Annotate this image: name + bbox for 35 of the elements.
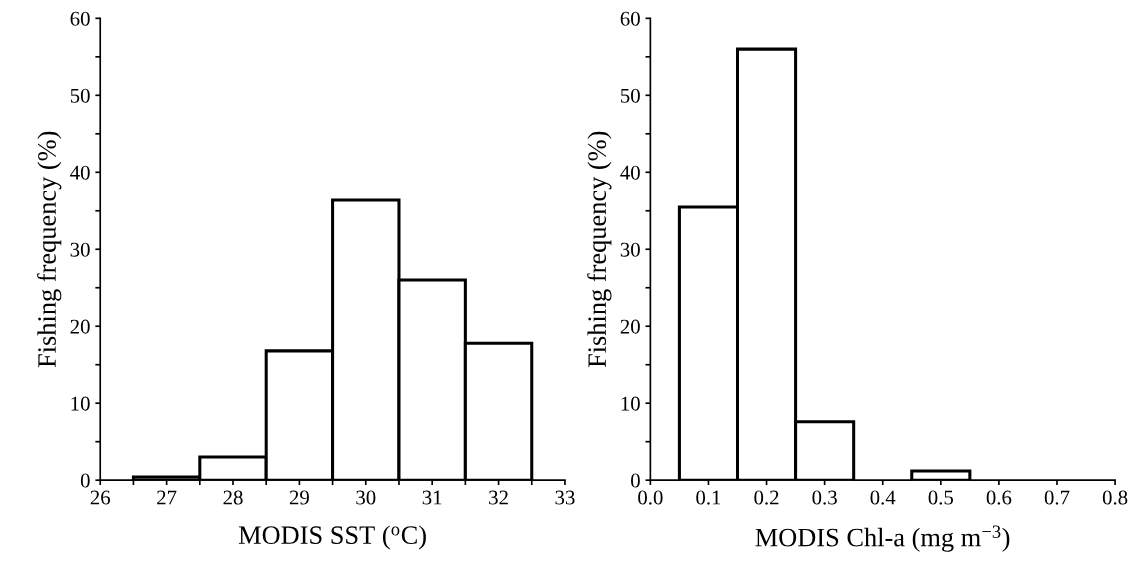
x-tick-label: 0.8 [1102, 490, 1128, 505]
x-axis-title: MODIS SST ($^{o}$C) [238, 525, 426, 550]
y-tick-label: 40 [620, 165, 640, 180]
y-tick-label: 20 [70, 319, 90, 334]
x-tick-label: 29 [289, 490, 309, 505]
x-tick-label: 0.0 [638, 490, 663, 505]
x-tick-label: 0.2 [754, 490, 779, 505]
y-tick-label: 50 [70, 88, 90, 103]
x-tick-label: 0.5 [928, 490, 954, 505]
y-tick-label: 40 [70, 165, 90, 180]
x-tick-label: 28 [223, 490, 243, 505]
x-tick-label: 0.7 [1044, 490, 1070, 505]
y-tick-label: 60 [70, 11, 90, 26]
x-tick-label: 31 [422, 490, 442, 505]
y-tick-label: 10 [71, 396, 90, 411]
y-tick-label: 50 [621, 88, 640, 103]
x-tick-label: 0.1 [696, 490, 721, 505]
y-axis-title: Fishing frequency (%) [37, 131, 62, 368]
y-tick-label: 60 [620, 11, 640, 26]
y-axis-title: Fishing frequency (%) [587, 131, 612, 368]
y-tick-label: 30 [70, 242, 90, 257]
y-tick-label: 0 [80, 473, 90, 488]
x-tick-label: 32 [489, 490, 508, 505]
y-tick-label: 30 [620, 242, 640, 257]
x-tick-label: 0.4 [870, 490, 896, 505]
x-tick-label: 30 [356, 490, 376, 505]
y-tick-label: 20 [620, 319, 640, 334]
x-tick-label: 27 [157, 490, 177, 505]
x-tick-label: 0.3 [812, 490, 837, 505]
x-axis-title: MODIS Chl-a (mg m$^{−3}$) [755, 525, 1010, 552]
y-tick-label: 0 [631, 473, 640, 488]
y-tick-label: 10 [621, 396, 640, 411]
x-tick-label: 0.6 [986, 490, 1012, 505]
x-tick-label: 26 [90, 490, 111, 505]
x-tick-label: 33 [555, 490, 575, 505]
